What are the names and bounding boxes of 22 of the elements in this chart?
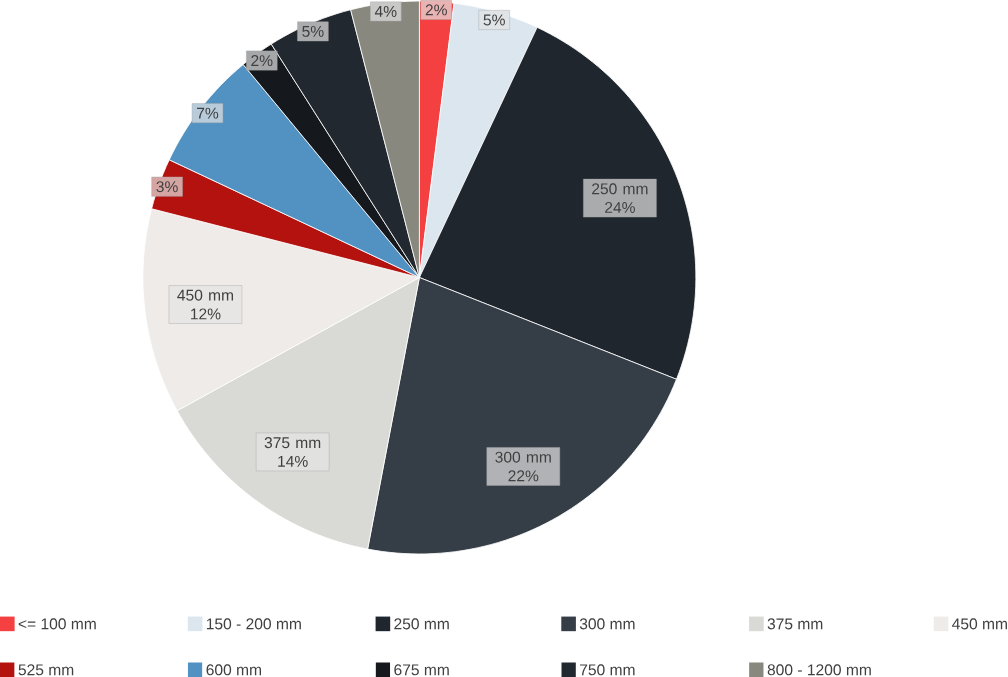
legend-label: 450 mm [952, 618, 1007, 630]
legend-label: 750 mm [580, 664, 635, 676]
data-label: 450 mm 12% [177, 289, 233, 320]
data-label: 3% [156, 181, 178, 193]
legend-label: 800 - 1200 mm [767, 664, 871, 676]
legend-label: 600 mm [206, 664, 261, 676]
data-label: 300 mm 22% [495, 451, 551, 482]
data-label: 2% [425, 4, 447, 16]
legend-label: 675 mm [394, 664, 449, 676]
data-label: 2% [251, 55, 273, 66]
data-label: 5% [483, 14, 505, 26]
legend-label: 525 mm [18, 664, 74, 676]
legend-label: 150 - 200 mm [206, 618, 301, 630]
data-label: 7% [197, 107, 219, 119]
data-label: 5% [302, 25, 324, 37]
data-label: 250 mm 24% [592, 183, 648, 213]
legend-label: 375 mm [767, 618, 823, 630]
legend-label: 300 mm [579, 618, 635, 630]
data-label: 4% [374, 5, 397, 17]
legend-label: 250 mm [394, 618, 449, 630]
legend-label: <= 100 mm [18, 618, 96, 630]
data-label: 375 mm 14% [264, 437, 321, 467]
